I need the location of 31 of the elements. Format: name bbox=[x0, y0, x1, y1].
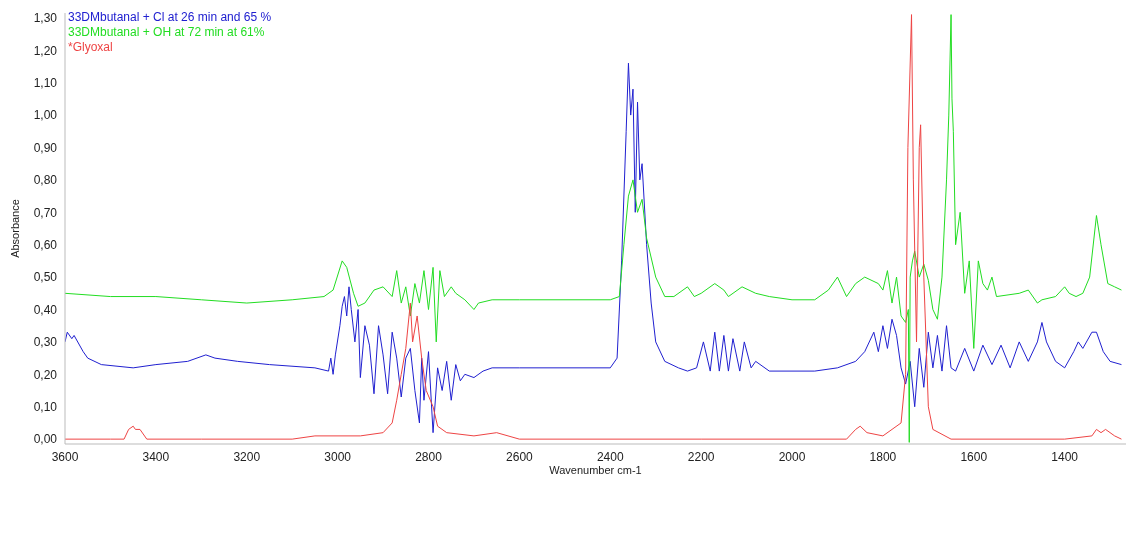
x-tick-label: 2200 bbox=[687, 449, 715, 464]
y-tick-label: 0,80 bbox=[33, 173, 58, 188]
text: 33DMbutanal + Cl at 26 min and 65 % bbox=[68, 10, 273, 25]
x-tick-label: 2800 bbox=[415, 449, 443, 464]
y-tick-label: 0,60 bbox=[33, 237, 58, 252]
y-axis-title: Absorbance bbox=[8, 199, 21, 258]
x-tick-label: 1400 bbox=[1051, 449, 1079, 464]
y-tick-label: 1,30 bbox=[33, 11, 58, 26]
x-tick-label: 3400 bbox=[142, 449, 170, 464]
text: 33DMbutanal + OH at 72 min at 61% bbox=[68, 25, 266, 40]
x-tick-label: 1800 bbox=[869, 449, 897, 464]
x-axis-title: Wavenumber cm-1 bbox=[549, 464, 642, 476]
text: *Glyoxal bbox=[68, 40, 114, 55]
y-tick-label: 1,20 bbox=[33, 43, 58, 58]
x-tick-label: 2400 bbox=[596, 449, 624, 464]
y-tick-label: 1,00 bbox=[33, 108, 58, 123]
x-tick-label: 3000 bbox=[324, 449, 352, 464]
y-tick-label: 0,90 bbox=[33, 140, 58, 155]
y-tick-label: 0,50 bbox=[33, 270, 58, 285]
x-tick-label: 2000 bbox=[778, 449, 806, 464]
y-tick-label: 0,40 bbox=[33, 302, 58, 317]
y-tick-label: 0,70 bbox=[33, 205, 58, 220]
x-tick-label: 3200 bbox=[233, 449, 261, 464]
y-tick-label: 0,00 bbox=[33, 432, 58, 447]
y-tick-label: 1,10 bbox=[33, 75, 58, 90]
y-tick-label: 0,30 bbox=[33, 335, 58, 350]
x-tick-label: 3600 bbox=[51, 449, 79, 464]
x-tick-label: 1600 bbox=[960, 449, 988, 464]
y-tick-label: 0,10 bbox=[33, 399, 58, 414]
y-tick-label: 0,20 bbox=[33, 367, 58, 382]
x-tick-label: 2600 bbox=[506, 449, 534, 464]
